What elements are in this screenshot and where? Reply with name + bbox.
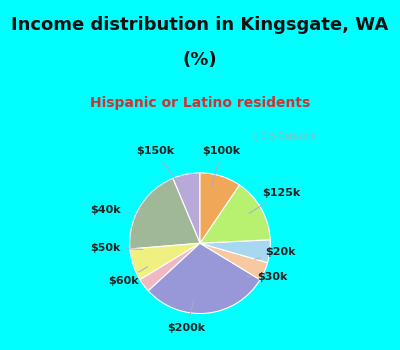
Text: $50k: $50k [90,243,143,253]
Text: $100k: $100k [202,146,240,187]
Wedge shape [130,243,200,280]
Text: $20k: $20k [255,247,296,259]
Text: $125k: $125k [249,188,300,214]
Wedge shape [200,185,270,243]
Wedge shape [130,178,200,249]
Text: $200k: $200k [168,300,206,332]
Text: Hispanic or Latino residents: Hispanic or Latino residents [90,96,310,110]
Wedge shape [140,243,200,291]
Wedge shape [173,173,200,243]
Text: $40k: $40k [90,205,150,216]
Text: (%): (%) [183,51,217,70]
Wedge shape [200,240,270,263]
Text: Income distribution in Kingsgate, WA: Income distribution in Kingsgate, WA [11,16,389,34]
Text: ⓘ City-Data.com: ⓘ City-Data.com [254,132,316,141]
Wedge shape [200,243,268,280]
Wedge shape [200,173,240,243]
Text: $150k: $150k [136,146,182,189]
Text: $60k: $60k [108,267,148,286]
Wedge shape [148,243,260,314]
Text: $30k: $30k [246,272,287,282]
